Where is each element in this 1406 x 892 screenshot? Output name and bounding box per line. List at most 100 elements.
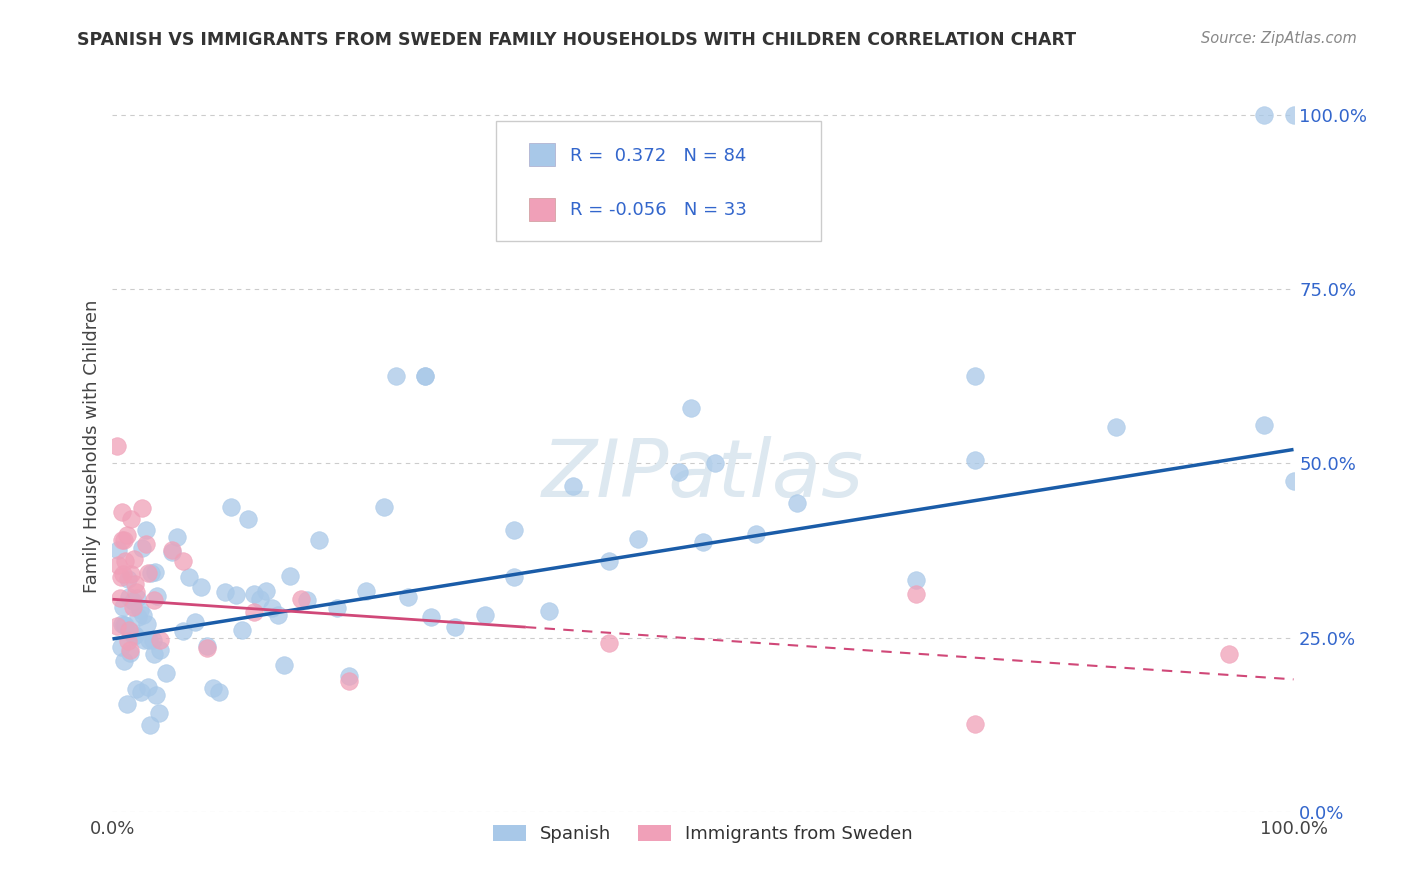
Point — [703, 456, 725, 470]
Point — [107, 542, 129, 557]
Text: SPANISH VS IMMIGRANTS FROM SWEDEN FAMILY HOUSEHOLDS WITH CHILDREN CORRELATION CH: SPANISH VS IMMIGRANTS FROM SWEDEN FAMILY… — [77, 31, 1077, 49]
Point — [117, 572, 139, 586]
Point — [111, 533, 134, 548]
Point — [160, 543, 183, 558]
Point — [114, 618, 136, 632]
FancyBboxPatch shape — [530, 144, 555, 166]
Point — [963, 717, 986, 731]
Point — [124, 627, 146, 641]
Point — [143, 565, 166, 579]
Point — [110, 570, 132, 584]
Point — [121, 600, 143, 615]
Point — [1253, 108, 1275, 122]
Point — [146, 589, 169, 603]
Point — [149, 642, 172, 657]
Legend: Spanish, Immigrants from Sweden: Spanish, Immigrants from Sweden — [486, 818, 920, 850]
Point — [1218, 647, 1240, 661]
Point — [1282, 474, 1305, 488]
Point — [111, 617, 134, 632]
Point — [195, 639, 218, 653]
Point — [112, 599, 135, 614]
Point — [337, 673, 360, 688]
Point — [195, 640, 218, 655]
Point — [278, 569, 301, 583]
Point — [668, 465, 690, 479]
Point — [179, 570, 201, 584]
Point — [142, 632, 165, 647]
Point — [139, 717, 162, 731]
Point — [598, 635, 620, 649]
Point — [142, 647, 165, 661]
Point — [420, 609, 443, 624]
Point — [1253, 417, 1275, 432]
Point — [172, 554, 194, 568]
Point — [155, 666, 177, 681]
Point — [225, 588, 247, 602]
Point — [1282, 108, 1305, 122]
FancyBboxPatch shape — [530, 198, 555, 220]
Y-axis label: Family Households with Children: Family Households with Children — [83, 300, 101, 592]
Point — [201, 681, 224, 696]
Point — [503, 570, 526, 584]
Point — [308, 533, 330, 548]
Point — [254, 584, 277, 599]
Point — [145, 688, 167, 702]
Point — [120, 512, 142, 526]
Text: Source: ZipAtlas.com: Source: ZipAtlas.com — [1201, 31, 1357, 46]
Point — [111, 505, 134, 519]
Point — [260, 600, 283, 615]
Point — [120, 624, 142, 639]
Point — [135, 536, 157, 550]
Point — [184, 615, 207, 629]
Point — [190, 580, 212, 594]
Point — [136, 566, 159, 580]
Point — [112, 618, 135, 632]
Point — [112, 654, 135, 668]
Point — [219, 500, 242, 514]
Point — [166, 530, 188, 544]
Point — [297, 593, 319, 607]
Point — [1105, 419, 1128, 434]
Point — [135, 616, 157, 631]
Point — [117, 633, 139, 648]
Point — [105, 439, 128, 453]
Point — [120, 566, 142, 581]
Point — [135, 523, 157, 537]
Point — [138, 632, 160, 647]
Point — [745, 527, 768, 541]
Text: R = -0.056   N = 33: R = -0.056 N = 33 — [569, 202, 747, 219]
Point — [231, 623, 253, 637]
FancyBboxPatch shape — [496, 120, 821, 241]
Point — [112, 533, 135, 548]
Point — [115, 698, 138, 712]
Point — [249, 592, 271, 607]
Point — [132, 608, 155, 623]
Point — [105, 619, 128, 633]
Point — [444, 619, 467, 633]
Point — [142, 592, 165, 607]
Point — [243, 587, 266, 601]
Point — [107, 558, 129, 572]
Point — [120, 646, 142, 660]
Point — [112, 567, 135, 582]
Point — [963, 453, 986, 467]
Point — [681, 401, 703, 415]
Point — [136, 680, 159, 694]
Point — [149, 633, 172, 648]
Point — [114, 554, 136, 568]
Point — [373, 500, 395, 514]
Point — [904, 573, 927, 587]
Point — [356, 584, 378, 599]
Point — [208, 685, 231, 699]
Point — [238, 512, 260, 526]
Point — [562, 479, 585, 493]
Point — [125, 585, 148, 599]
Point — [118, 623, 141, 637]
Point — [172, 624, 194, 638]
Point — [124, 577, 146, 591]
Point — [692, 534, 714, 549]
Point — [415, 369, 437, 384]
Point — [120, 642, 142, 657]
Point — [396, 591, 419, 605]
Point — [122, 552, 145, 566]
